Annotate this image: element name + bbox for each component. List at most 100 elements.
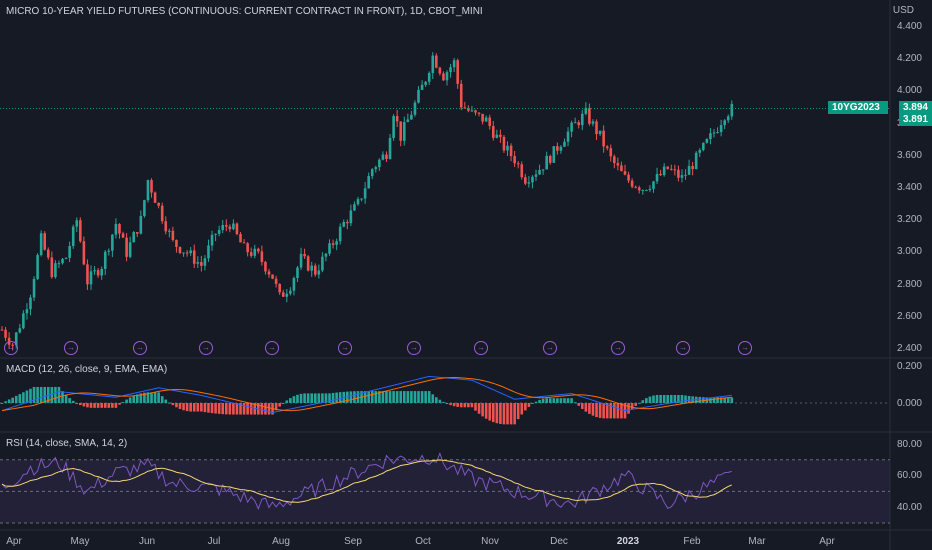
macd-histogram-bar <box>185 403 189 412</box>
candle <box>342 219 346 228</box>
macd-histogram-bar <box>281 403 285 404</box>
macd-histogram-bar <box>278 403 281 407</box>
candle <box>687 159 691 175</box>
candle <box>367 172 370 189</box>
candle <box>0 326 4 331</box>
rsi-ma-line <box>1 459 732 503</box>
candle <box>388 134 392 160</box>
event-marker-icon[interactable]: → <box>474 341 488 355</box>
macd-histogram-bar <box>605 403 609 419</box>
candle <box>527 176 531 188</box>
rsi-legend[interactable]: RSI (14, close, SMA, 14, 2) <box>6 438 128 449</box>
candle <box>135 231 139 238</box>
event-marker-icon[interactable]: → <box>676 341 690 355</box>
candle <box>449 63 452 78</box>
candle <box>481 113 484 125</box>
candle <box>669 164 673 171</box>
macd-histogram-bar <box>438 399 442 403</box>
macd-histogram-bar <box>474 403 477 411</box>
candle <box>281 289 285 297</box>
candle <box>605 145 609 151</box>
event-marker-icon[interactable]: → <box>4 341 18 355</box>
candle <box>556 142 559 155</box>
candle <box>178 246 182 255</box>
time-axis-label: Dec <box>550 536 568 547</box>
candle <box>71 224 75 249</box>
macd-histogram-bar <box>687 395 691 403</box>
candle <box>438 66 442 76</box>
event-marker-icon[interactable]: → <box>338 341 352 355</box>
event-marker-icon[interactable]: → <box>611 341 625 355</box>
candle <box>456 58 459 89</box>
macd-histogram-bar <box>235 403 239 415</box>
candle <box>292 276 296 296</box>
symbol-tag[interactable]: 10YG2023 <box>828 101 888 114</box>
candle <box>538 164 541 176</box>
candle <box>580 110 584 131</box>
macd-histogram-bar <box>285 400 289 403</box>
rsi-axis-label-60: 60.00 <box>896 470 922 481</box>
macd-histogram-bar <box>335 392 338 403</box>
candle <box>310 261 314 277</box>
candle <box>573 117 577 124</box>
candle <box>620 161 623 172</box>
candle <box>616 157 620 171</box>
candle <box>239 231 242 243</box>
candle <box>353 201 356 212</box>
candle <box>595 119 598 141</box>
candle <box>381 151 385 161</box>
candle <box>224 219 228 232</box>
macd-histogram-bar <box>577 403 581 406</box>
candle <box>217 225 221 237</box>
candle <box>182 252 185 257</box>
event-marker-icon[interactable]: → <box>199 341 213 355</box>
macd-histogram-bar <box>75 403 79 404</box>
event-marker-icon[interactable]: → <box>265 341 279 355</box>
macd-histogram-bar <box>178 403 182 409</box>
macd-histogram-bar <box>192 403 196 412</box>
candle <box>89 265 93 290</box>
macd-histogram-bar <box>303 393 306 403</box>
macd-histogram-bar <box>349 391 353 403</box>
candle <box>509 143 513 162</box>
macd-legend[interactable]: MACD (12, 26, close, 9, EMA, EMA) <box>6 364 168 375</box>
macd-histogram-bar <box>584 403 588 412</box>
macd-histogram-bar <box>310 393 314 403</box>
macd-histogram-bar <box>677 394 680 403</box>
macd-axis-label-zero: 0.000 <box>896 398 922 409</box>
macd-histogram-bar <box>36 386 39 403</box>
candle <box>719 119 723 137</box>
macd-histogram-bar <box>723 397 726 403</box>
event-marker-icon[interactable]: → <box>407 341 421 355</box>
macd-histogram-bar <box>402 391 406 403</box>
macd-histogram-bar <box>669 394 673 403</box>
candle <box>189 246 192 256</box>
event-marker-icon[interactable]: → <box>64 341 78 355</box>
event-marker-icon[interactable]: → <box>133 341 147 355</box>
candle <box>331 239 335 249</box>
candle <box>360 198 363 202</box>
candle <box>228 224 232 233</box>
candle <box>691 161 694 176</box>
macd-histogram-bar <box>552 398 556 403</box>
candle <box>506 141 509 157</box>
macd-histogram-bar <box>491 403 495 423</box>
macd-histogram-bar <box>96 403 100 408</box>
event-marker-icon[interactable]: → <box>738 341 752 355</box>
macd-histogram-bar <box>680 394 684 403</box>
macd-histogram-bar <box>548 398 552 403</box>
candle <box>313 263 317 277</box>
last-price-tag[interactable]: 3.894 <box>898 101 932 114</box>
macd-histogram-bar <box>541 398 545 403</box>
candle <box>285 289 289 303</box>
candle <box>417 86 420 104</box>
candle <box>264 260 267 275</box>
candle <box>299 247 303 270</box>
candle <box>702 142 705 152</box>
candle <box>705 138 709 144</box>
time-axis-label: Nov <box>481 536 499 547</box>
event-marker-icon[interactable]: → <box>543 341 557 355</box>
candle <box>516 161 520 169</box>
price-axis-label: 4.200 <box>896 53 922 65</box>
